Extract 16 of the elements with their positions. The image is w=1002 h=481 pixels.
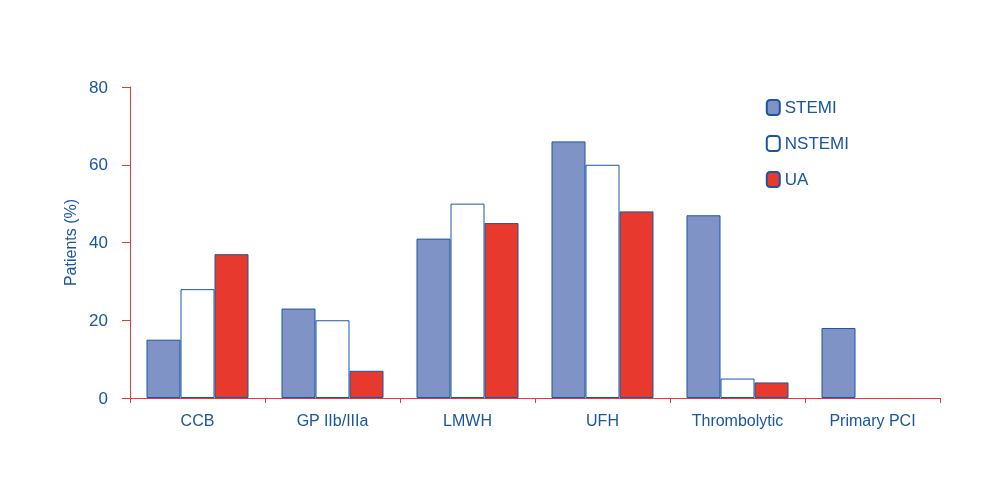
x-tick-label: Primary PCI (829, 411, 916, 429)
legend-label: NSTEMI (784, 134, 850, 153)
legend-label: UA (784, 170, 810, 189)
y-tick-label: 80 (89, 77, 108, 97)
legend-label: STEMI (784, 98, 837, 117)
x-tick-label: GP IIb/IIIa (296, 411, 369, 429)
y-tick-label: 40 (89, 233, 108, 252)
bar (821, 328, 856, 398)
y-tick-label: 20 (89, 310, 108, 330)
y-tick-label: 60 (89, 155, 108, 175)
x-tick-label: LMWH (443, 411, 492, 429)
x-tick-label: UFH (586, 411, 619, 429)
x-tick-label: CCB (180, 411, 215, 429)
x-tick-label: Thrombolytic (691, 411, 784, 429)
y-tick-label: 0 (98, 388, 108, 408)
y-axis-title: Patients (%) (61, 198, 79, 287)
